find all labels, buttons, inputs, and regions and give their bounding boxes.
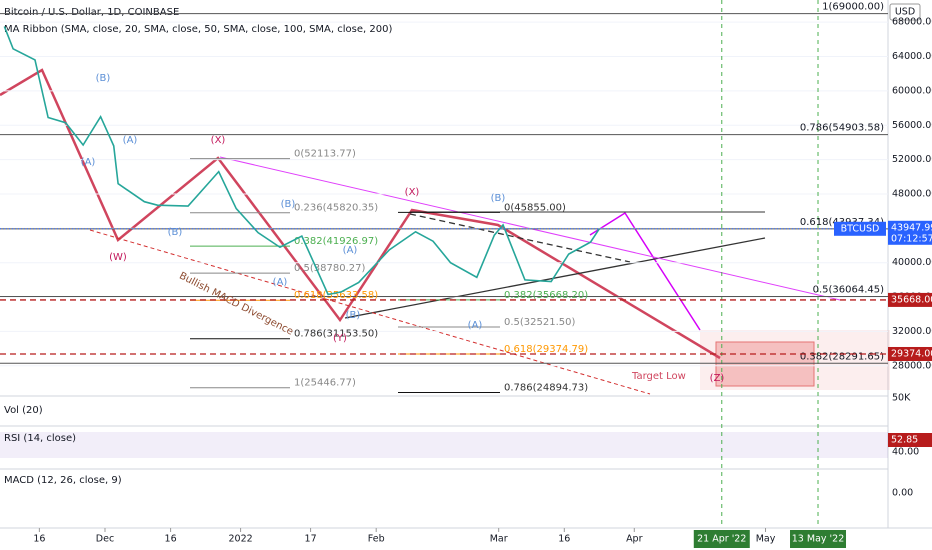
fib-level-label: 1(69000.00) <box>822 2 884 13</box>
y-tick-label: 48000.00 <box>892 188 932 199</box>
wave-label: (B) <box>281 199 296 210</box>
date-tag-label: 13 May '22 <box>792 534 844 545</box>
y-tick-label: 52000.00 <box>892 154 932 165</box>
pane-title: Vol (20) <box>4 405 43 416</box>
annotation: Target Low <box>631 371 686 382</box>
y-tick-label: 32000.00 <box>892 326 932 337</box>
x-tick-label: 16 <box>558 534 570 545</box>
fib-label: 0.618(35633.58) <box>294 290 378 301</box>
pane-title: RSI (14, close) <box>4 433 76 444</box>
pane-tag <box>888 433 932 447</box>
fib-label: 0.382(41926.97) <box>294 236 378 247</box>
currency-box <box>889 3 921 21</box>
fib-level-label: 0.786(54903.58) <box>800 123 884 134</box>
y-tick-label: 60000.00 <box>892 85 932 96</box>
wave-lines <box>0 68 721 360</box>
wave-label: (A) <box>468 320 483 331</box>
level-tag <box>888 292 932 307</box>
fib-label: 1(25446.77) <box>294 378 356 389</box>
pane-title: MACD (12, 26, close, 9) <box>4 475 122 486</box>
wave-label: (X) <box>405 187 420 198</box>
symbol-label: BTCUSD <box>841 223 880 234</box>
wave-label: (W) <box>109 252 127 263</box>
fib-label: 0.382(35668.20) <box>504 290 588 301</box>
fib-label: 0(45855.00) <box>504 202 566 213</box>
projection-arrow <box>589 211 701 331</box>
pane-tag-label: 52.85 <box>891 435 918 446</box>
y-tick-label: 28000.00 <box>892 360 932 371</box>
rsi-band <box>0 432 888 458</box>
x-tick-label: 2022 <box>228 534 252 545</box>
pane-tick: 0.00 <box>892 488 913 499</box>
wave-label: (A) <box>123 135 138 146</box>
trend-line <box>344 237 766 319</box>
fib-label: 0.786(24894.73) <box>504 382 588 393</box>
date-tag <box>790 530 847 548</box>
fib-label: 0.786(31153.50) <box>294 329 378 340</box>
price-tag-label: 43947.99 <box>891 222 932 233</box>
wave-label: (B) <box>491 193 506 204</box>
target-box <box>715 341 815 387</box>
wave-label: (B) <box>96 73 111 84</box>
fib-label: 0.5(32521.50) <box>504 317 576 328</box>
countdown: 07:12:57 <box>891 233 932 244</box>
wave-label: (B) <box>168 227 183 238</box>
date-tag <box>693 530 750 548</box>
price-tag <box>888 220 932 245</box>
fib-label: 0.236(45820.35) <box>294 203 378 214</box>
price-line <box>3 26 600 296</box>
wave-label: (Y) <box>333 333 347 344</box>
level-tag-label: 35668.00 <box>891 294 932 305</box>
x-tick-label: Feb <box>368 534 385 545</box>
fib-label: 0.5(38780.27) <box>294 263 366 274</box>
x-tick-label: May <box>756 534 776 545</box>
x-tick-label: 17 <box>305 534 317 545</box>
x-tick-label: Dec <box>96 534 114 545</box>
channel-line <box>89 229 651 395</box>
x-tick-label: Mar <box>490 534 508 545</box>
wave-label: (B) <box>346 310 361 321</box>
wave-label: (A) <box>273 277 288 288</box>
y-tick-label: 56000.00 <box>892 120 932 131</box>
fib-label: 0(52113.77) <box>294 149 356 160</box>
currency: USD <box>895 7 915 18</box>
wave-label: (A) <box>81 157 96 168</box>
date-tag-label: 21 Apr '22 <box>697 534 746 545</box>
wave-label: (X) <box>211 135 226 146</box>
level-tag-label: 29374.00 <box>891 348 932 359</box>
x-tick-label: 16 <box>33 534 45 545</box>
wave-label: (A) <box>343 245 358 256</box>
pane-tick: 40.00 <box>892 447 919 458</box>
indicator-label: MA Ribbon (SMA, close, 20, SMA, close, 5… <box>4 24 392 35</box>
trend-line <box>409 213 631 263</box>
chart-title: Bitcoin / U.S. Dollar, 1D, COINBASE <box>4 7 179 18</box>
symbol-tag <box>834 221 886 236</box>
y-tick-label: 68000.00 <box>892 17 932 28</box>
y-tick-label: 40000.00 <box>892 257 932 268</box>
pane-tick: 50K <box>892 393 911 404</box>
fib-label: 0.618(29374.79) <box>504 344 588 355</box>
x-tick-label: 16 <box>165 534 177 545</box>
fib-level-label: 0.5(36064.45) <box>813 285 885 296</box>
y-tick-label: 64000.00 <box>892 51 932 62</box>
fib-level-label: 0.382(28291.65) <box>800 351 884 362</box>
wave-label: (Z) <box>710 373 725 384</box>
level-tag <box>888 346 932 361</box>
x-tick-label: Apr <box>626 534 643 545</box>
